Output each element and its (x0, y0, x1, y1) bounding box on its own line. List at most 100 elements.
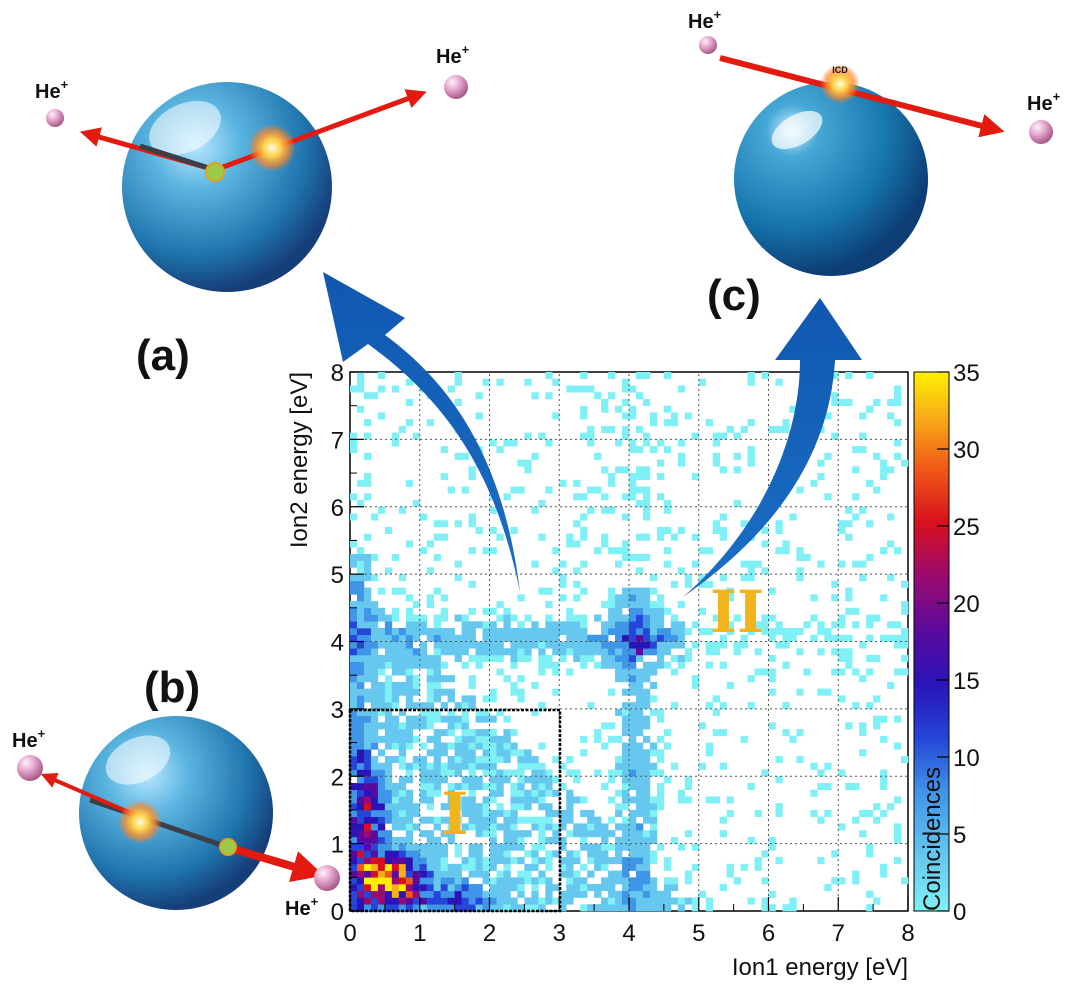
histogram-bin (385, 770, 392, 777)
panel-label-a: (a) (136, 331, 190, 380)
histogram-bin (580, 433, 587, 440)
histogram-bin (490, 655, 497, 662)
histogram-bin (657, 770, 664, 777)
histogram-bin (608, 736, 615, 743)
histogram-bin (580, 844, 587, 851)
histogram-bin (413, 810, 420, 817)
histogram-bin (845, 520, 852, 527)
histogram-bin (503, 884, 510, 891)
histogram-bin (371, 702, 378, 709)
histogram-bin (692, 433, 699, 440)
histogram-bin (720, 527, 727, 534)
histogram-bin (413, 621, 420, 628)
histogram-bin (601, 837, 608, 844)
histogram-bin (601, 864, 608, 871)
histogram-bin (671, 837, 678, 844)
histogram-bin (385, 756, 392, 763)
histogram-bin (894, 830, 901, 837)
histogram-bin (462, 453, 469, 460)
histogram-bin (538, 776, 545, 783)
histogram-bin (566, 850, 573, 857)
histogram-bin (901, 642, 908, 649)
histogram-bin (524, 763, 531, 770)
histogram-bin (399, 783, 406, 790)
histogram-bin (357, 736, 364, 743)
histogram-bin (510, 527, 517, 534)
histogram-bin (350, 648, 357, 655)
histogram-bin (664, 446, 671, 453)
histogram-bin (469, 790, 476, 797)
histogram-bin (350, 608, 357, 615)
histogram-bin (392, 803, 399, 810)
histogram-bin (503, 716, 510, 723)
histogram-bin (406, 662, 413, 669)
histogram-bin (629, 763, 636, 770)
histogram-bin (476, 776, 483, 783)
histogram-bin (510, 487, 517, 494)
histogram-bin (664, 642, 671, 649)
histogram-bin (636, 810, 643, 817)
histogram-bin (629, 628, 636, 635)
histogram-bin (503, 898, 510, 905)
histogram-bin (650, 608, 657, 615)
histogram-bin (399, 426, 406, 433)
histogram-bin (350, 702, 357, 709)
histogram-bin (894, 453, 901, 460)
histogram-bin (441, 729, 448, 736)
histogram-bin (434, 662, 441, 669)
histogram-bin (573, 628, 580, 635)
histogram-bin (545, 898, 552, 905)
histogram-bin (587, 817, 594, 824)
histogram-bin (629, 823, 636, 830)
histogram-bin (524, 871, 531, 878)
histogram-bin (566, 817, 573, 824)
histogram-bin (399, 817, 406, 824)
histogram-bin (350, 554, 357, 561)
histogram-bin (859, 446, 866, 453)
histogram-bin (720, 466, 727, 473)
histogram-bin (859, 749, 866, 756)
histogram-bin (378, 695, 385, 702)
histogram-bin (636, 615, 643, 622)
histogram-bin (413, 898, 420, 905)
histogram-bin (371, 392, 378, 399)
histogram-bin (831, 392, 838, 399)
histogram-bin (469, 756, 476, 763)
histogram-bin (406, 817, 413, 824)
histogram-bin (462, 642, 469, 649)
histogram-bin (643, 615, 650, 622)
histogram-bin (469, 850, 476, 857)
histogram-bin (531, 850, 538, 857)
histogram-bin (357, 581, 364, 588)
histogram-bin (587, 810, 594, 817)
histogram-bin (838, 877, 845, 884)
histogram-bin (420, 770, 427, 777)
histogram-bin (490, 857, 497, 864)
histogram-bin (580, 642, 587, 649)
histogram-bin (817, 621, 824, 628)
histogram-bin (469, 682, 476, 689)
histogram-bin (357, 756, 364, 763)
histogram-bin (636, 770, 643, 777)
histogram-bin (643, 884, 650, 891)
histogram-bin (524, 749, 531, 756)
histogram-bin (664, 507, 671, 514)
histogram-bin (385, 655, 392, 662)
histogram-bin (601, 898, 608, 905)
histogram-bin (538, 857, 545, 864)
histogram-bin (476, 823, 483, 830)
histogram-bin (357, 648, 364, 655)
histogram-bin (748, 419, 755, 426)
histogram-bin (490, 844, 497, 851)
histogram-bin (545, 621, 552, 628)
histogram-bin (734, 453, 741, 460)
histogram-bin (671, 763, 678, 770)
histogram-bin (517, 877, 524, 884)
histogram-bin (531, 642, 538, 649)
histogram-bin (524, 898, 531, 905)
histogram-bin (789, 628, 796, 635)
histogram-bin (831, 648, 838, 655)
histogram-bin (580, 830, 587, 837)
x-tick-label: 6 (762, 920, 775, 947)
histogram-bin (678, 527, 685, 534)
